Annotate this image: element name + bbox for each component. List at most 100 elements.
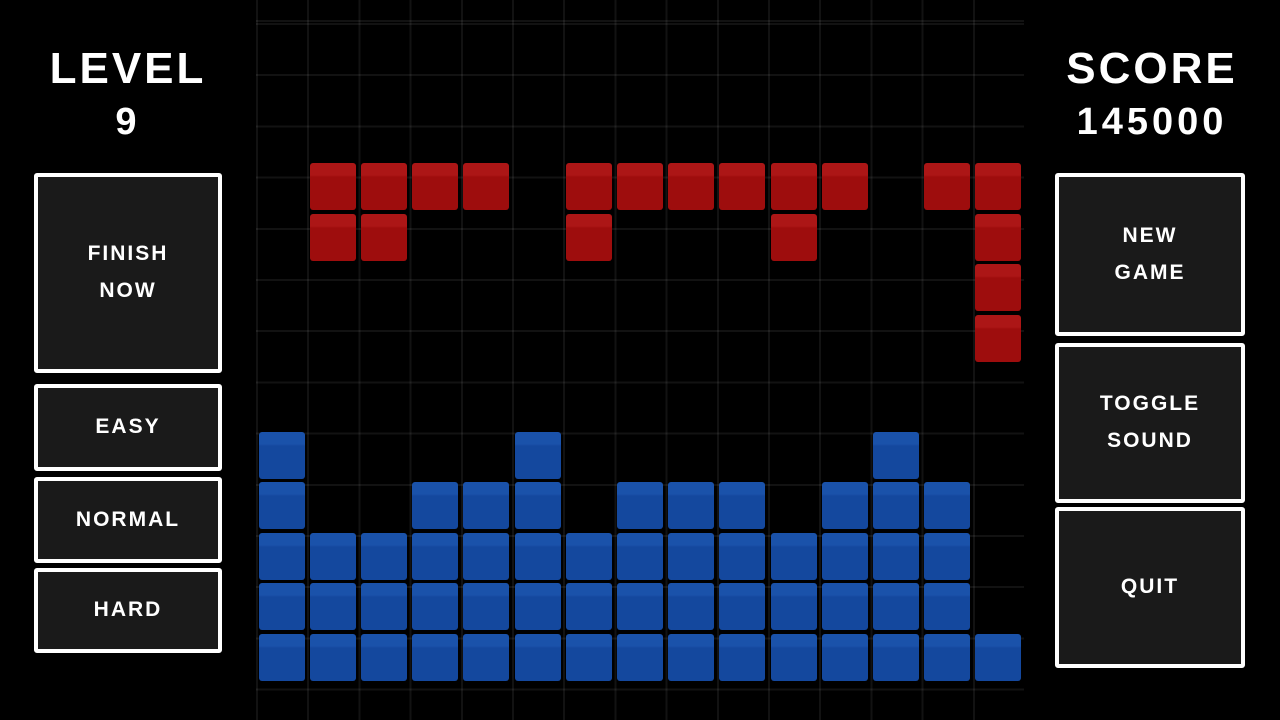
score-value: 145000 <box>1076 101 1228 143</box>
blue-brick <box>668 583 715 630</box>
toggle-sound-label-line1: TOGGLE <box>1099 392 1201 416</box>
blue-brick <box>924 532 971 580</box>
left-panel: LEVEL 9 FINISH NOW EASY NORMAL HARD <box>0 0 256 720</box>
red-brick <box>975 213 1022 261</box>
red-brick <box>924 163 971 210</box>
quit-button[interactable]: QUIT <box>1055 507 1245 668</box>
blue-brick <box>668 532 715 580</box>
red-brick <box>770 213 817 261</box>
blue-brick <box>412 532 459 580</box>
blue-brick <box>360 532 408 580</box>
blue-brick <box>514 633 561 681</box>
blue-brick <box>616 532 664 580</box>
blue-brick <box>616 482 664 529</box>
blue-brick <box>821 583 868 630</box>
level-label: LEVEL <box>49 44 207 93</box>
blue-brick <box>565 633 612 681</box>
red-brick <box>821 163 868 210</box>
blue-brick <box>463 633 510 681</box>
red-brick <box>360 213 408 261</box>
blue-brick <box>463 532 510 580</box>
blue-brick <box>719 583 766 630</box>
finish-now-button[interactable]: FINISH NOW <box>34 173 222 373</box>
easy-label: EASY <box>95 415 161 439</box>
red-brick <box>412 163 459 210</box>
new-game-label-line2: GAME <box>1114 260 1186 284</box>
red-brick <box>616 163 664 210</box>
blue-brick <box>616 633 664 681</box>
blue-brick <box>924 633 971 681</box>
easy-button[interactable]: EASY <box>34 384 222 471</box>
red-brick <box>565 163 612 210</box>
blue-brick <box>258 583 305 630</box>
blue-brick <box>565 532 612 580</box>
red-brick <box>565 213 612 261</box>
blue-brick <box>821 532 868 580</box>
red-brick <box>309 213 356 261</box>
finish-now-label-line1: FINISH <box>87 242 169 266</box>
quit-label: QUIT <box>1120 575 1180 599</box>
blue-brick <box>360 633 408 681</box>
blue-brick <box>872 583 920 630</box>
finish-now-label-line2: NOW <box>99 279 157 302</box>
blue-brick <box>719 633 766 681</box>
level-value: 9 <box>115 101 141 143</box>
blue-brick <box>309 633 356 681</box>
hard-button[interactable]: HARD <box>34 568 222 653</box>
hard-label: HARD <box>93 598 163 622</box>
blue-brick <box>821 633 868 681</box>
red-brick <box>975 264 1022 311</box>
blue-brick <box>770 532 817 580</box>
blue-brick <box>872 532 920 580</box>
blue-brick <box>975 633 1022 681</box>
blue-brick <box>616 583 664 630</box>
blue-brick <box>514 482 561 529</box>
blue-brick <box>309 532 356 580</box>
blue-brick <box>514 583 561 630</box>
normal-label: NORMAL <box>75 507 181 531</box>
red-brick <box>668 163 715 210</box>
red-brick <box>975 314 1022 362</box>
blue-brick <box>514 532 561 580</box>
blue-brick <box>412 633 459 681</box>
blue-brick <box>924 583 971 630</box>
blue-brick <box>719 482 766 529</box>
blue-brick <box>872 482 920 529</box>
new-game-label-line1: NEW <box>1122 223 1178 247</box>
playfield[interactable] <box>256 0 1024 720</box>
blue-brick <box>770 633 817 681</box>
blue-brick <box>463 583 510 630</box>
red-brick <box>463 163 510 210</box>
blue-brick <box>463 482 510 529</box>
blue-brick <box>412 583 459 630</box>
blue-brick <box>924 482 971 529</box>
score-label: SCORE <box>1066 44 1238 93</box>
toggle-sound-label-line2: SOUND <box>1107 429 1193 452</box>
blue-brick <box>668 482 715 529</box>
blue-brick <box>514 431 561 479</box>
blue-brick <box>309 583 356 630</box>
blue-brick <box>258 431 305 479</box>
blue-brick <box>412 482 459 529</box>
normal-button[interactable]: NORMAL <box>34 477 222 563</box>
blue-brick <box>258 532 305 580</box>
blue-brick <box>258 482 305 529</box>
red-brick <box>719 163 766 210</box>
new-game-button[interactable]: NEW GAME <box>1055 173 1245 336</box>
blue-brick <box>565 583 612 630</box>
blue-brick <box>770 583 817 630</box>
toggle-sound-button[interactable]: TOGGLE SOUND <box>1055 343 1245 503</box>
red-brick <box>975 163 1022 210</box>
blue-brick <box>821 482 868 529</box>
blue-brick <box>258 633 305 681</box>
red-brick <box>360 163 408 210</box>
blue-brick <box>360 583 408 630</box>
red-brick <box>309 163 356 210</box>
blue-brick <box>872 633 920 681</box>
blue-brick <box>668 633 715 681</box>
red-brick <box>770 163 817 210</box>
right-panel: SCORE 145000 NEW GAME TOGGLE SOUND QUIT <box>1024 0 1280 720</box>
blue-brick <box>872 431 920 479</box>
blue-brick <box>719 532 766 580</box>
